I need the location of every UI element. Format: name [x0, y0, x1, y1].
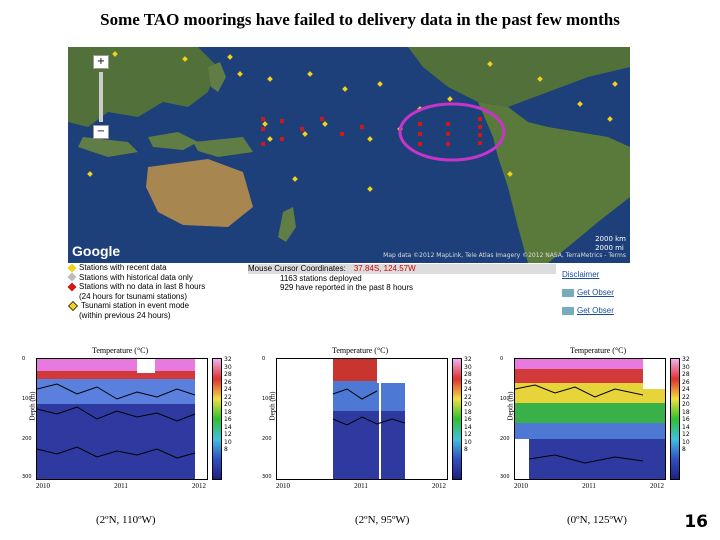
zoom-control[interactable]: + − — [93, 55, 111, 141]
zoom-out-button[interactable]: − — [93, 125, 109, 139]
cursor-coordinates: Mouse Cursor Coordinates: 37.84S, 124.57W — [248, 264, 556, 274]
x-ticks: 2010 2011 2012 — [36, 482, 206, 490]
map-scale: 2000 km 2000 mi — [595, 235, 626, 252]
temperature-panel: Temperature (°C) Depth (m) 32 30 28 26 24 22 2… — [262, 346, 490, 496]
get-observations-link[interactable]: Get Obser — [562, 288, 614, 297]
station-stats: 1163 stations deployed 929 have reported… — [280, 274, 413, 292]
panel-caption: (0ºN, 125ºW) — [567, 514, 627, 526]
temperature-plot — [36, 358, 208, 480]
zoom-slider[interactable] — [99, 72, 103, 122]
color-bar-ticks: 32 30 28 26 24 22 20 18 16 14 12 10 8 — [224, 356, 232, 453]
legend-item-historical: Stations with historical data only — [67, 272, 248, 283]
gray-diamond-icon — [67, 272, 77, 282]
highlight-ellipse — [398, 102, 506, 162]
temperature-panel: Temperature (°C) Depth (m) 32 30 28 26 24 22 2… — [22, 346, 250, 496]
color-bar — [452, 358, 462, 480]
color-bar-ticks: 32 30 28 26 24 22 20 18 16 14 12 10 8 — [682, 356, 690, 453]
panel-caption: (2ºN, 110ºW) — [96, 514, 156, 526]
color-bar — [212, 358, 222, 480]
data-icon — [562, 288, 574, 297]
temperature-plot — [276, 358, 448, 480]
zoom-in-button[interactable]: + — [93, 55, 109, 69]
y-ticks: 0 100 200 300 — [22, 356, 32, 480]
temperature-plot — [514, 358, 666, 480]
color-bar — [670, 358, 680, 480]
get-observations-link[interactable]: Get Obser — [562, 306, 614, 315]
map-legend: Stations with recent data Stations with … — [67, 263, 248, 321]
legend-note: (within previous 24 hours) — [79, 311, 171, 320]
legend-item-recent: Stations with recent data — [67, 263, 248, 273]
map-copyright: Map data ©2012 MapLink, Tele Atlas Image… — [383, 252, 626, 259]
disclaimer-link[interactable]: Disclaimer — [562, 270, 600, 279]
station-map[interactable]: + − Google 2000 km 2000 mi Map data ©201… — [68, 47, 630, 263]
page-number: 16 — [684, 512, 708, 532]
legend-item-nodata: Stations with no data in last 8 hours — [67, 282, 248, 292]
panel-title: Temperature (°C) — [570, 346, 627, 355]
slide-title: Some TAO moorings have failed to deliver… — [100, 10, 620, 29]
map-links[interactable]: Disclaimer Get Obser Get Obser — [562, 270, 614, 324]
y-ticks: 0 100 200 300 — [500, 356, 510, 480]
legend-note: (24 hours for tsunami stations) — [79, 291, 188, 301]
tsunami-icon — [68, 301, 78, 311]
y-ticks: 0 100 200 300 — [262, 356, 272, 480]
x-ticks: 2010 2011 2012 — [514, 482, 664, 490]
map-canvas — [68, 47, 630, 263]
yellow-diamond-icon — [67, 263, 77, 273]
panel-title: Temperature (°C) — [92, 346, 149, 355]
x-ticks: 2010 2011 2012 — [276, 482, 446, 490]
panel-caption: (2ºN, 95ºW) — [355, 514, 410, 526]
panel-title: Temperature (°C) — [332, 346, 389, 355]
temperature-panel: Temperature (°C) Depth (m) 32 30 28 26 24 22 2… — [500, 346, 720, 496]
google-logo: Google — [72, 243, 121, 259]
red-diamond-icon — [67, 282, 77, 292]
data-icon — [562, 306, 574, 315]
color-bar-ticks: 32 30 28 26 24 22 20 18 16 14 12 10 8 — [464, 356, 472, 453]
legend-item-tsunami: Tsunami station in event mode — [68, 301, 248, 311]
